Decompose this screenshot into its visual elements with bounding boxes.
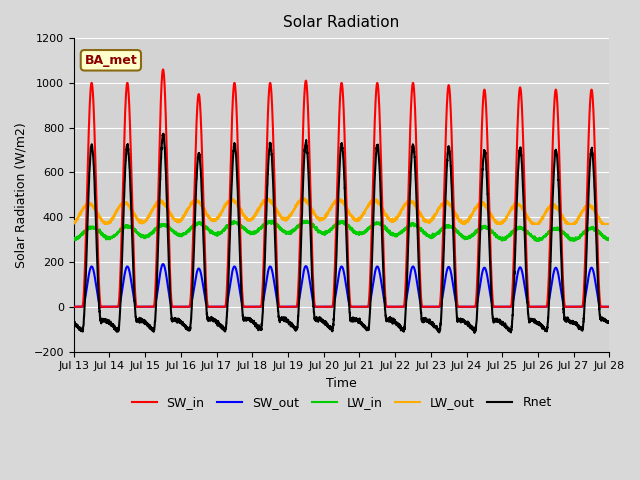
Text: BA_met: BA_met — [84, 54, 137, 67]
Rnet — [470, 330, 478, 336]
LW_out — [322, 214, 330, 220]
SW_out — [605, 304, 613, 310]
SW_in — [432, 304, 440, 310]
SW_out — [432, 304, 440, 310]
Line: LW_in: LW_in — [74, 221, 609, 240]
LW_out — [605, 221, 613, 227]
LW_out — [492, 220, 500, 226]
SW_in — [166, 273, 174, 278]
Rnet — [322, 322, 330, 327]
LW_out — [102, 221, 109, 227]
LW_out — [462, 220, 470, 226]
SW_in — [605, 304, 613, 310]
SW_out — [159, 261, 167, 267]
LW_in — [322, 229, 330, 235]
SW_in — [605, 304, 612, 310]
Rnet — [70, 319, 77, 325]
Y-axis label: Solar Radiation (W/m2): Solar Radiation (W/m2) — [15, 122, 28, 268]
SW_in — [159, 67, 167, 72]
Rnet — [492, 318, 500, 324]
LW_in — [70, 236, 77, 241]
X-axis label: Time: Time — [326, 377, 357, 390]
Rnet — [432, 325, 440, 331]
LW_in — [492, 232, 500, 238]
Rnet — [159, 131, 167, 137]
LW_out — [299, 195, 307, 201]
SW_out — [492, 304, 500, 310]
Line: Rnet: Rnet — [74, 134, 609, 333]
SW_in — [322, 304, 330, 310]
SW_out — [605, 304, 612, 310]
Rnet — [166, 293, 174, 299]
Rnet — [605, 319, 613, 325]
LW_in — [166, 226, 174, 232]
Rnet — [605, 318, 612, 324]
Rnet — [461, 319, 469, 324]
SW_out — [166, 298, 174, 304]
LW_in — [461, 235, 469, 240]
LW_in — [432, 232, 440, 238]
SW_out — [461, 304, 469, 310]
LW_in — [605, 237, 613, 242]
SW_in — [461, 304, 469, 310]
LW_out — [432, 211, 440, 216]
Legend: SW_in, SW_out, LW_in, LW_out, Rnet: SW_in, SW_out, LW_in, LW_out, Rnet — [127, 391, 557, 414]
Line: LW_out: LW_out — [74, 198, 609, 224]
LW_in — [268, 218, 276, 224]
Title: Solar Radiation: Solar Radiation — [284, 15, 400, 30]
LW_out — [70, 220, 77, 226]
Line: SW_out: SW_out — [74, 264, 609, 307]
LW_out — [166, 211, 174, 217]
SW_out — [322, 304, 330, 310]
Line: SW_in: SW_in — [74, 70, 609, 307]
SW_in — [492, 304, 500, 310]
LW_in — [605, 236, 612, 241]
LW_in — [499, 238, 506, 243]
LW_out — [605, 221, 612, 227]
SW_out — [70, 304, 77, 310]
SW_in — [70, 304, 77, 310]
